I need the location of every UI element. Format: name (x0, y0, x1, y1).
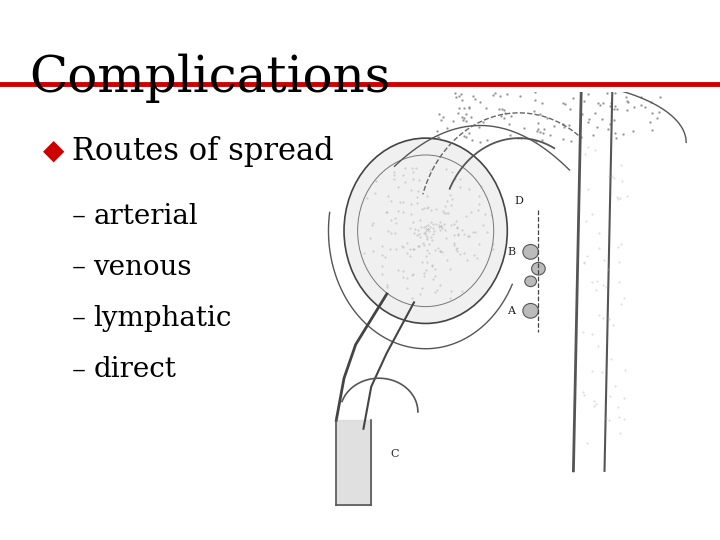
Text: A: A (507, 306, 516, 316)
Text: direct: direct (94, 356, 176, 383)
Ellipse shape (531, 262, 545, 275)
Text: –: – (72, 356, 86, 383)
Ellipse shape (523, 303, 539, 318)
Text: –: – (72, 254, 86, 281)
Text: lymphatic: lymphatic (94, 305, 232, 332)
Ellipse shape (344, 138, 508, 323)
Text: –: – (72, 305, 86, 332)
Text: Routes of spread: Routes of spread (72, 136, 333, 167)
Text: ◆: ◆ (43, 138, 65, 165)
Text: Complications: Complications (29, 54, 390, 104)
Text: arterial: arterial (94, 202, 198, 230)
Text: venous: venous (94, 254, 192, 281)
Text: D: D (515, 197, 523, 206)
Text: C: C (390, 449, 399, 459)
Ellipse shape (525, 276, 536, 287)
Text: –: – (72, 202, 86, 230)
Text: B: B (507, 247, 516, 257)
Ellipse shape (523, 245, 539, 259)
